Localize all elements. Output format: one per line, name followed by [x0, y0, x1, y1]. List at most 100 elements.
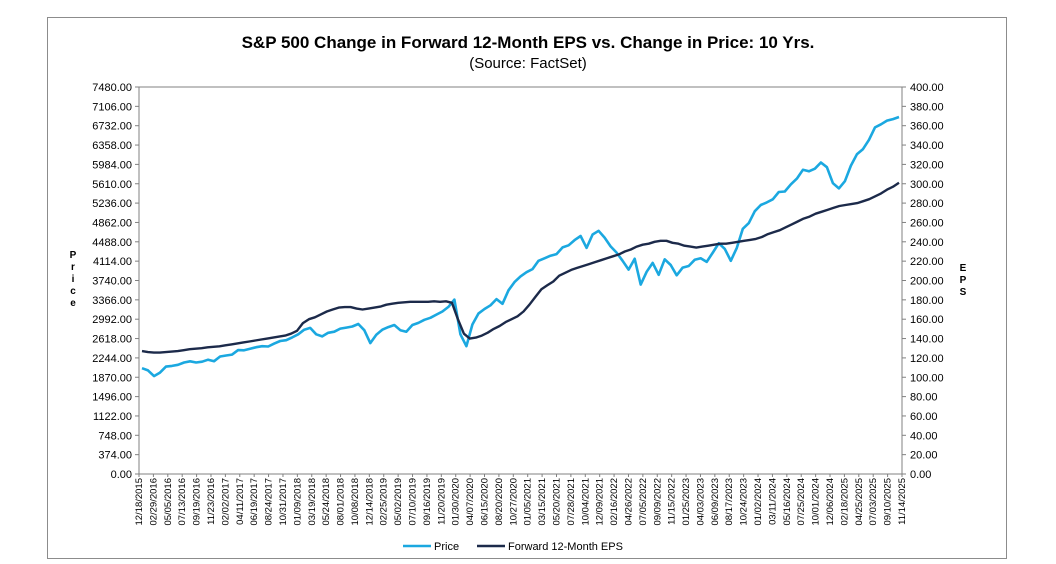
x-tick-label: 04/11/2017 — [235, 478, 246, 525]
y-right-tick-label: 120.00 — [910, 353, 944, 365]
x-tick-label: 06/19/2017 — [249, 478, 260, 526]
chart-subtitle: (Source: FactSet) — [469, 55, 587, 72]
x-tick-label: 10/27/2020 — [508, 478, 519, 526]
x-tick-label: 01/09/2018 — [292, 478, 303, 526]
y-left-tick-label: 5610.00 — [92, 179, 132, 191]
x-tick-label: 02/02/2017 — [220, 478, 231, 526]
x-tick-label: 01/25/2023 — [681, 478, 692, 526]
x-tick-label: 01/05/2021 — [523, 478, 534, 526]
x-tick-label: 03/19/2018 — [307, 478, 318, 526]
x-tick-label: 07/13/2016 — [177, 478, 188, 526]
x-tick-label: 10/01/2024 — [811, 478, 822, 526]
y-left-tick-label: 6358.00 — [92, 140, 132, 152]
y-right-axis-title-letter: E — [960, 263, 967, 274]
chart-title: S&P 500 Change in Forward 12-Month EPS v… — [241, 33, 815, 52]
y-left-tick-label: 4114.00 — [93, 256, 132, 268]
y-right-tick-label: 260.00 — [910, 217, 944, 229]
y-right-tick-label: 80.00 — [910, 392, 938, 404]
x-tick-label: 05/05/2016 — [163, 478, 174, 526]
y-left-tick-label: 2618.00 — [92, 334, 132, 346]
y-right-tick-label: 20.00 — [910, 450, 938, 462]
y-left-tick-label: 374.00 — [98, 450, 132, 462]
y-left-tick-label: 3740.00 — [92, 276, 132, 288]
x-tick-label: 07/28/2021 — [566, 478, 577, 526]
y-left-tick-label: 1496.00 — [92, 392, 132, 404]
y-right-tick-label: 0.00 — [910, 469, 931, 481]
y-right-axis-title-letter: S — [960, 287, 967, 298]
y-right-tick-label: 240.00 — [910, 237, 944, 249]
x-tick-label: 02/25/2019 — [379, 478, 390, 526]
y-left-axis-title-letter: r — [71, 262, 75, 273]
x-tick-label: 09/10/2025 — [883, 478, 894, 526]
y-right-tick-label: 280.00 — [910, 198, 944, 210]
y-left-tick-label: 4488.00 — [92, 237, 132, 249]
y-left-tick-label: 6732.00 — [92, 121, 132, 133]
x-tick-label: 09/19/2016 — [192, 478, 203, 526]
x-tick-label: 12/14/2018 — [364, 478, 375, 526]
y-right-tick-label: 320.00 — [910, 159, 944, 171]
y-right-tick-label: 380.00 — [910, 101, 944, 113]
y-right-tick-label: 220.00 — [910, 256, 944, 268]
x-tick-label: 04/25/2025 — [854, 478, 865, 526]
x-tick-label: 12/09/2021 — [595, 478, 606, 526]
y-right-axis-title-letter: P — [960, 275, 967, 286]
x-tick-label: 09/09/2022 — [652, 478, 663, 526]
y-right-tick-label: 160.00 — [910, 314, 944, 326]
x-tick-label: 10/24/2023 — [739, 478, 750, 526]
y-right-tick-label: 140.00 — [910, 334, 944, 346]
x-tick-label: 01/30/2020 — [451, 478, 462, 526]
x-tick-label: 08/17/2023 — [724, 478, 735, 526]
x-tick-label: 08/20/2020 — [494, 478, 505, 526]
x-tick-label: 02/29/2016 — [148, 478, 159, 526]
x-tick-label: 05/20/2021 — [551, 478, 562, 526]
y-left-axis-title-letter: P — [70, 250, 77, 261]
y-left-axis-title-letter: e — [70, 298, 76, 309]
y-left-tick-label: 1122.00 — [93, 411, 132, 423]
x-tick-label: 08/24/2017 — [264, 478, 275, 526]
x-tick-label: 07/10/2019 — [408, 478, 419, 526]
y-left-tick-label: 5984.00 — [92, 159, 132, 171]
y-right-tick-label: 60.00 — [910, 411, 938, 423]
x-tick-label: 03/11/2024 — [767, 478, 778, 525]
y-left-tick-label: 748.00 — [98, 430, 132, 442]
y-left-tick-label: 2992.00 — [92, 314, 132, 326]
y-left-tick-label: 0.00 — [111, 469, 132, 481]
x-tick-label: 10/31/2017 — [278, 478, 289, 526]
x-tick-label: 10/04/2021 — [580, 478, 591, 526]
x-tick-label: 04/03/2023 — [695, 478, 706, 526]
x-tick-label: 02/16/2022 — [609, 478, 620, 526]
x-tick-label: 11/14/2025 — [897, 478, 908, 525]
legend-label-price: Price — [434, 541, 459, 553]
x-tick-label: 07/03/2025 — [868, 478, 879, 526]
y-right-tick-label: 340.00 — [910, 140, 944, 152]
x-tick-label: 05/24/2018 — [321, 478, 332, 526]
y-right-tick-label: 100.00 — [910, 372, 944, 384]
x-tick-label: 09/16/2019 — [422, 478, 433, 526]
y-right-tick-label: 180.00 — [910, 295, 944, 307]
y-left-tick-label: 1870.00 — [92, 372, 132, 384]
x-tick-label: 02/18/2025 — [839, 478, 850, 526]
x-tick-label: 03/15/2021 — [537, 478, 548, 526]
y-left-tick-label: 7480.00 — [92, 82, 132, 94]
x-tick-label: 12/18/2015 — [134, 478, 145, 526]
x-tick-label: 10/08/2018 — [350, 478, 361, 526]
chart-frame — [47, 17, 1007, 559]
x-tick-label: 11/20/2019 — [436, 478, 447, 525]
y-right-tick-label: 300.00 — [910, 179, 944, 191]
plot-area — [138, 86, 903, 475]
y-left-axis-title-letter: i — [72, 274, 75, 285]
y-left-axis-title-letter: c — [70, 286, 76, 297]
y-right-tick-label: 400.00 — [910, 82, 944, 94]
x-tick-label: 05/02/2019 — [393, 478, 404, 526]
x-tick-label: 06/15/2020 — [480, 478, 491, 526]
x-tick-label: 04/26/2022 — [623, 478, 634, 526]
series-line-price — [141, 115, 900, 378]
x-tick-label: 12/06/2024 — [825, 478, 836, 526]
x-tick-label: 08/01/2018 — [336, 478, 347, 526]
x-tick-label: 07/05/2022 — [638, 478, 649, 526]
y-right-tick-label: 200.00 — [910, 276, 944, 288]
y-right-tick-label: 360.00 — [910, 121, 944, 133]
y-left-tick-label: 7106.00 — [92, 101, 132, 113]
y-left-tick-label: 3366.00 — [92, 295, 132, 307]
y-left-tick-label: 2244.00 — [92, 353, 132, 365]
